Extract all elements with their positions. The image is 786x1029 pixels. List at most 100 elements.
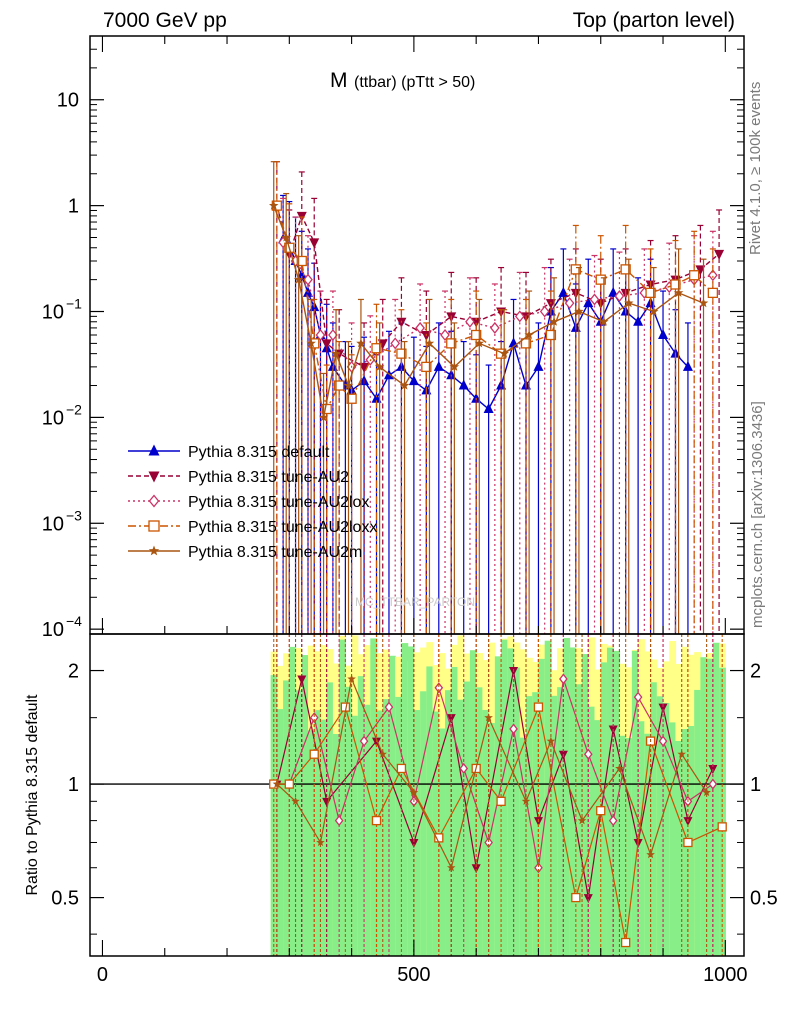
main-series-layer [269,161,725,634]
ratio-band-inner [569,647,577,956]
ratio-band-inner [650,682,658,956]
ratio-band-inner [289,646,297,956]
legend-marker [148,444,160,456]
data-point [371,343,382,354]
ratio-band-inner [488,723,496,956]
ratio-band-inner [519,737,527,956]
ratio-band-inner [594,720,602,956]
x-tick-label: 0 [97,964,108,986]
ratio-point [646,850,655,859]
y-tick-exponent: −4 [66,613,82,629]
title-main: M [330,69,348,92]
legend-marker [148,520,160,532]
data-point [673,287,684,297]
data-point [689,270,700,281]
series-line [273,205,704,418]
data-point [564,297,575,310]
ratio-band-inner [675,740,683,956]
data-point [343,380,354,390]
ratio-band-inner [526,696,533,956]
ratio-uncertainty-bands [270,635,726,956]
ratio-point [559,673,568,685]
ratio-band-inner [283,680,290,956]
data-point [449,361,460,371]
mcplots-label: mcplots.cern.ch [arXiv:1306.3436] [749,401,766,628]
series-4 [269,161,709,634]
ratio-point [496,796,506,806]
series-0 [278,194,693,634]
ratio-point [533,702,544,712]
ratio-band-inner [326,682,334,956]
ratio-point [309,712,319,724]
ratio-band-inner [388,655,396,956]
ratio-point [347,674,356,683]
ratio-band-inner [382,699,390,956]
ratio-band-inner [656,696,664,956]
ratio-band-inner [669,722,677,956]
ratio-band-inner [476,687,483,956]
data-point [346,393,357,404]
y-tick-exponent: −2 [66,401,82,417]
ratio-band-inner [445,690,452,956]
ratio-point [316,838,325,847]
data-point [281,232,291,242]
ratio-point [309,749,319,759]
data-point [682,360,693,371]
ratio-band-inner [706,658,714,956]
ratio-y-tick-label: 2 [68,661,79,683]
ratio-band-inner [426,666,434,956]
ratio-band-inner [364,704,371,956]
legend-label: Pythia 8.315 default [188,444,330,461]
ratio-band-inner [295,690,303,956]
data-point [309,238,320,249]
data-point [658,329,669,339]
ratio-band-inner [370,638,378,956]
ratio-point [459,762,469,775]
ratio-point [577,816,587,825]
ratio-band-inner [351,715,359,956]
ratio-band-inner [345,686,353,956]
series-1 [271,161,725,634]
ratio-band-inner [451,666,459,956]
data-point [558,286,569,297]
legend-entry-3: Pythia 8.315 tune-AU2loxx [128,519,377,536]
ratio-y-tick-label-right: 2 [750,661,761,683]
rivet-label: Rivet 4.1.0, ≥ 100k events [747,82,764,255]
ratio-point [284,779,294,789]
data-point [399,380,410,390]
data-point [583,297,594,308]
ratio-point [291,796,300,805]
ratio-point [434,682,444,694]
y-tick-label: 10 [57,90,79,112]
data-point [698,298,709,308]
data-point [545,329,557,341]
data-point [570,264,581,275]
ratio-point [677,749,686,758]
ratio-band-inner [301,655,309,956]
data-point [421,361,432,373]
data-point [714,249,725,260]
data-point [483,403,494,414]
ratio-band-inner [625,738,633,956]
data-point [499,348,509,358]
ratio-point [384,701,394,713]
legend-label: Pythia 8.315 tune-AU2lox [188,494,369,511]
data-point [589,293,600,306]
ratio-point [658,735,668,747]
data-point [321,339,332,350]
ratio-band-inner [507,648,515,956]
ratio-band-inner [314,710,322,956]
legend-label: Pythia 8.315 tune-AU2loxx [188,519,377,536]
data-point [471,392,482,403]
ratio-band-inner [700,657,708,956]
legend-entry-2: Pythia 8.315 tune-AU2lox [128,494,369,511]
ratio-band-inner [308,730,315,956]
ratio-frame [89,633,745,957]
ratio-point [621,937,631,948]
data-point [520,338,532,349]
data-point [440,328,450,342]
y-tick-label: 1 [68,196,79,218]
x-tick-label: 500 [397,964,430,986]
